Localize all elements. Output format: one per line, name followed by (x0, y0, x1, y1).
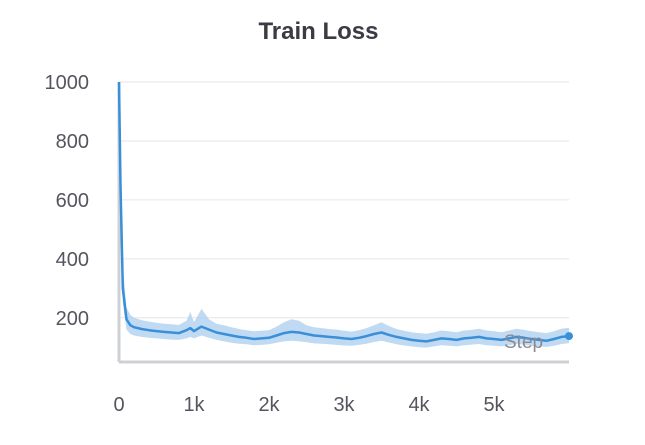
x-tick-label: 3k (333, 394, 355, 416)
axes (117, 82, 569, 364)
x-tick-label: 5k (483, 394, 505, 416)
x-tick-label: 2k (258, 394, 280, 416)
x-tick-label: 0 (113, 394, 124, 416)
grid-lines (119, 81, 569, 319)
y-tick-label: 800 (56, 131, 89, 153)
y-tick-label: 200 (56, 308, 89, 330)
series-line (117, 81, 570, 343)
y-tick-label: 1000 (45, 72, 90, 94)
x-axis-label: Step (504, 332, 543, 353)
chart-title: Train Loss (258, 18, 379, 45)
series-end-point (565, 332, 573, 341)
series-line-layer (117, 81, 573, 343)
tick-label-layer: 200 400 600 800 1000 0 1k 2k 3k 4k 5k (45, 72, 506, 416)
y-tick-label: 600 (56, 190, 89, 212)
y-tick-label: 400 (56, 249, 89, 271)
x-tick-label: 4k (408, 394, 430, 416)
x-tick-label: 1k (183, 394, 205, 416)
variance-band-layer (119, 82, 569, 348)
series-variance-band (119, 82, 569, 348)
